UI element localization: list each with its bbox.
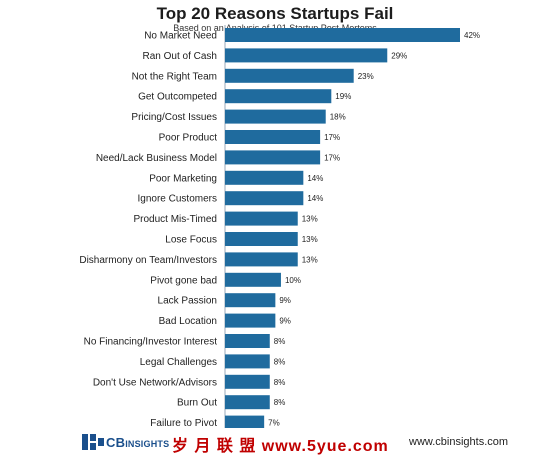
source-url: www.cbinsights.com [409,436,509,448]
category-label: Pricing/Cost Issues [131,112,217,123]
bar [225,28,460,42]
data-label: 14% [307,194,323,203]
data-label: 17% [324,153,340,162]
data-label: 18% [330,113,346,122]
bar [225,89,332,104]
bar [225,395,270,410]
bar [225,232,298,246]
bar [225,130,321,144]
category-label: Burn Out [177,398,217,409]
category-label: Bad Location [159,316,217,327]
category-label: No Financing/Investor Interest [84,337,218,348]
watermark: 岁 月 联 盟 www.5yue.com [172,438,389,455]
category-label: Get Outcompeted [138,92,217,103]
category-label: No Market Need [144,31,217,42]
category-label: Failure to Pivot [150,418,217,428]
bar [225,415,265,428]
bar [225,313,276,328]
data-label: 13% [302,235,318,244]
category-label: Don't Use Network/Advisors [93,377,217,388]
bar [225,252,298,267]
data-label: 29% [391,51,407,60]
bar [225,211,298,226]
data-label: 8% [274,337,286,346]
bar-chart: No Market Need 42% Ran Out of Cash 29% Not t… [79,25,480,428]
bar [225,191,304,206]
data-label: 7% [268,419,280,428]
cb-logo-icon [82,434,104,450]
bar [225,374,270,389]
data-label: 42% [464,31,480,40]
bar [225,68,354,83]
bar [225,293,276,308]
data-label: 14% [307,174,323,183]
footer: CBINSIGHTS 岁 月 联 盟 www.5yue.com www.cbin… [0,428,550,458]
data-label: 19% [335,92,351,101]
bar [225,334,270,348]
category-label: Poor Product [159,133,218,144]
data-label: 8% [274,398,286,407]
category-label: Lose Focus [165,235,217,246]
data-label: 10% [285,276,301,285]
category-label: Not the Right Team [132,71,217,82]
data-label: 9% [279,296,291,305]
data-label: 8% [274,378,286,387]
logo-text: CBINSIGHTS [106,434,170,450]
chart-title: Top 20 Reasons Startups Fail [156,4,394,23]
category-label: Ignore Customers [138,194,217,205]
cb-insights-logo: CBINSIGHTS [82,434,169,450]
data-label: 23% [358,72,374,81]
category-label: Ran Out of Cash [143,51,217,62]
bar [225,150,321,165]
data-label: 13% [302,215,318,224]
data-label: 17% [324,133,340,142]
data-label: 8% [274,357,286,366]
category-label: Disharmony on Team/Investors [79,255,217,266]
data-label: 13% [302,255,318,264]
category-label: Poor Marketing [149,173,217,184]
data-label: 9% [279,317,291,326]
category-label: Legal Challenges [140,357,217,368]
bar [225,272,281,287]
bar [225,170,304,185]
bar [225,354,270,369]
bar [225,48,388,63]
bar [225,109,326,124]
category-label: Lack Passion [158,296,217,307]
category-label: Product Mis-Timed [133,214,217,225]
category-label: Need/Lack Business Model [96,153,217,164]
category-label: Pivot gone bad [150,275,217,286]
